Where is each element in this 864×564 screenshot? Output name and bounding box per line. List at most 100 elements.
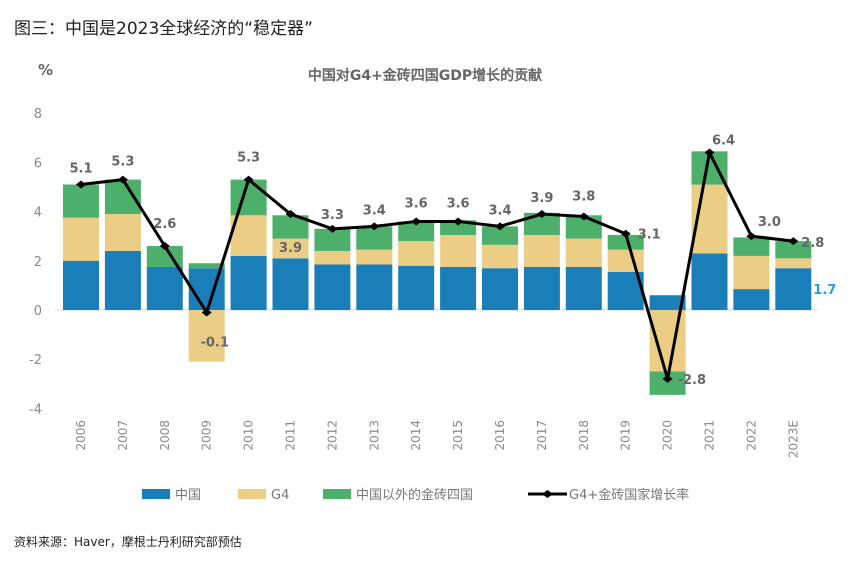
- bar-segment-g4: [440, 234, 477, 267]
- bar-segment-g4: [523, 234, 560, 267]
- growth-line: [80, 151, 794, 381]
- x-tick-label: 2022: [744, 420, 758, 451]
- figure-title: 图三：中国是2023全球经济的“稳定器”: [14, 19, 313, 39]
- data-label: 3.3: [321, 208, 344, 223]
- legend-swatch-g4: [238, 489, 266, 499]
- line-marker: [117, 175, 128, 184]
- x-tick-label: 2010: [242, 420, 256, 451]
- line-marker: [788, 237, 799, 246]
- data-label: -2.8: [678, 373, 706, 388]
- line-marker: [746, 232, 757, 241]
- y-tick-label: 4: [34, 206, 42, 221]
- bar-segment-china: [314, 264, 351, 310]
- bar-segment-china: [775, 268, 812, 310]
- data-label: 3.9: [530, 191, 553, 206]
- legend-label: 中国以外的金砖四国: [356, 487, 473, 503]
- bar-segment-other_brics: [775, 241, 812, 259]
- x-tick-label: 2016: [493, 420, 507, 451]
- bar-segment-g4: [272, 238, 309, 259]
- line-marker: [76, 180, 86, 189]
- bar-segment-g4: [188, 310, 225, 362]
- y-tick-label: 2: [34, 255, 42, 270]
- chart-title: 中国对G4+金砖四国GDP增长的贡献: [308, 67, 542, 84]
- y-axis-unit-label: %: [38, 61, 53, 79]
- bar-segment-other_brics: [230, 179, 267, 216]
- x-tick-label: 2008: [158, 420, 172, 451]
- bar-segment-china: [356, 264, 393, 310]
- china-2023e-label: 1.7: [813, 283, 836, 298]
- growth-line-group: [76, 148, 799, 383]
- line-marker: [369, 222, 380, 231]
- data-label: 2.8: [801, 236, 824, 251]
- source-note: 资料来源：Haver，摩根士丹利研究部预估: [14, 535, 242, 549]
- line-marker: [201, 308, 212, 317]
- x-axis: 2006 2007 2008 2009 2010 2011 2012 2013 2014 2015…: [74, 420, 800, 458]
- bar-segment-other_brics: [649, 371, 686, 395]
- x-tick-label: 2019: [619, 420, 633, 451]
- bar-segment-g4: [775, 258, 812, 269]
- line-marker: [243, 175, 254, 184]
- line-marker: [704, 148, 715, 157]
- legend-label: G4: [271, 488, 289, 503]
- legend-swatch-china: [142, 489, 170, 499]
- bar-segment-china: [398, 265, 435, 310]
- line-marker: [327, 224, 338, 233]
- line-marker: [411, 217, 422, 226]
- bar-segment-china: [104, 250, 141, 310]
- x-tick-label: 2021: [703, 420, 717, 451]
- x-tick-label: 2007: [116, 420, 130, 451]
- bar-segment-china: [733, 289, 770, 310]
- bar-segment-other_brics: [482, 226, 518, 245]
- x-tick-label: 2009: [200, 420, 214, 451]
- line-marker: [159, 242, 170, 251]
- bar-segment-g4: [607, 249, 644, 272]
- bar-segment-china: [146, 266, 183, 310]
- bar-segment-china: [523, 266, 560, 310]
- x-tick-label: 2023E: [786, 420, 800, 458]
- data-label: 3.1: [638, 228, 661, 243]
- data-label: 3.9: [279, 241, 302, 256]
- bar-segment-g4: [63, 217, 99, 261]
- data-label: 3.6: [447, 196, 470, 211]
- legend-label: G4+金砖国家增长率: [569, 487, 689, 503]
- bar-segment-china: [63, 260, 99, 310]
- x-tick-label: 2018: [577, 420, 591, 451]
- bar-segment-other_brics: [523, 212, 560, 235]
- bar-segment-g4: [314, 250, 351, 265]
- y-tick-label: 0: [34, 304, 42, 319]
- bar-segment-other_brics: [63, 184, 99, 218]
- bar-segment-other_brics: [733, 237, 770, 256]
- x-tick-label: 2006: [74, 420, 88, 451]
- bar-segment-g4: [565, 238, 602, 267]
- data-label: 5.1: [69, 162, 92, 177]
- y-tick-label: -4: [29, 402, 42, 417]
- y-tick-label: 8: [34, 107, 42, 122]
- data-label: 6.4: [712, 134, 735, 149]
- bar-segment-other_brics: [314, 228, 351, 251]
- data-label: -0.1: [200, 335, 228, 350]
- bar-segment-other_brics: [398, 221, 435, 242]
- bar-segment-other_brics: [188, 263, 225, 269]
- data-labels-group: 5.1 5.3 2.6 -0.1 5.3 3.9 3.3 3.4 3.6 3.6 3.4 3.9 3.8…: [69, 134, 836, 388]
- legend: 中国 G4 中国以外的金砖四国 G4+金砖国家增长率: [142, 487, 689, 503]
- line-marker: [536, 210, 547, 219]
- line-marker: [495, 222, 505, 231]
- bar-segment-china: [440, 266, 477, 310]
- data-label: 5.3: [111, 155, 134, 170]
- x-tick-label: 2014: [409, 420, 423, 451]
- line-marker: [285, 210, 296, 219]
- legend-label: 中国: [175, 488, 201, 503]
- data-label: 3.4: [488, 203, 511, 218]
- bar-segment-china: [691, 253, 728, 310]
- bars-group: [63, 151, 812, 395]
- bar-segment-other_brics: [272, 215, 309, 239]
- bar-segment-g4: [482, 244, 518, 269]
- x-tick-label: 2020: [661, 420, 675, 451]
- x-tick-label: 2012: [325, 420, 339, 451]
- bar-segment-g4: [649, 310, 686, 372]
- bar-segment-g4: [356, 249, 393, 265]
- bar-segment-g4: [104, 214, 141, 251]
- x-tick-label: 2011: [284, 420, 298, 451]
- line-marker: [662, 374, 673, 383]
